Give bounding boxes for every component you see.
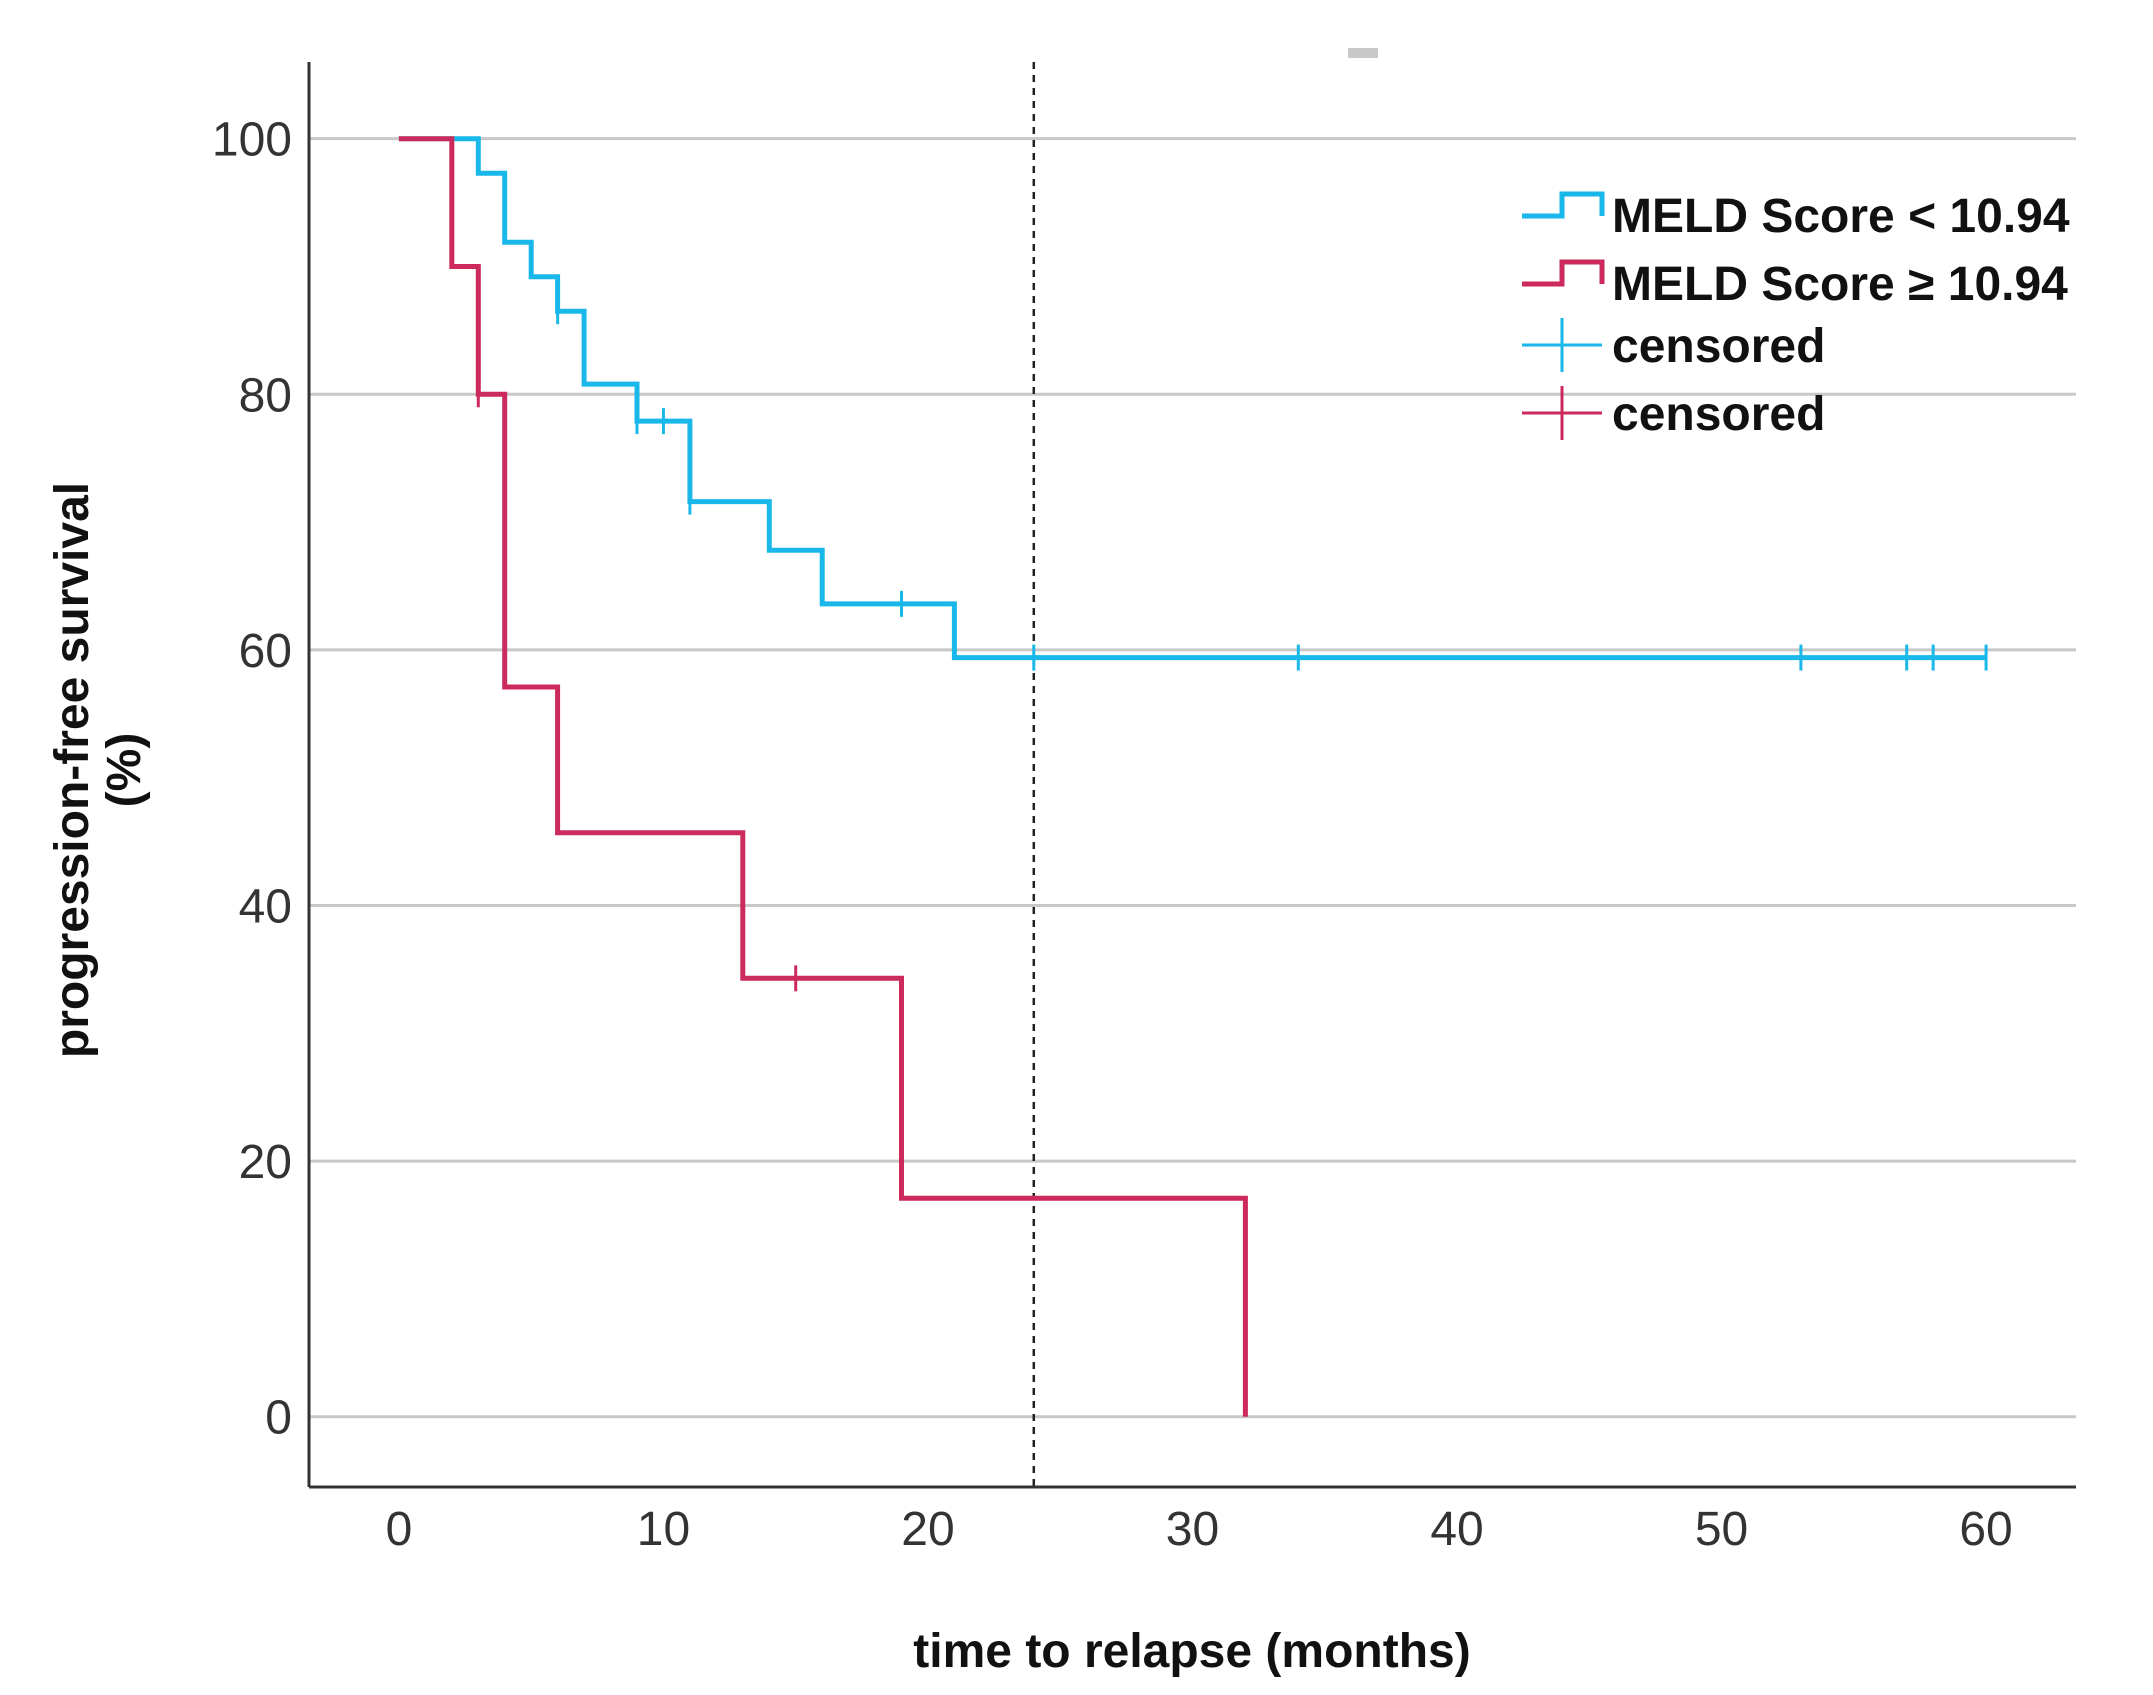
x-tick-labels: 0 10 20 30 40 50 60 <box>386 1503 2013 1556</box>
y-tick-label: 60 <box>239 625 292 678</box>
x-tick-label: 10 <box>637 1503 690 1556</box>
top-marker <box>1348 48 1378 58</box>
x-tick-label: 60 <box>1959 1503 2012 1556</box>
x-tick-label: 20 <box>901 1503 954 1556</box>
legend-label-series-2: MELD Score ≥ 10.94 <box>1612 258 2068 311</box>
y-tick-label: 80 <box>239 369 292 422</box>
x-tick-label: 0 <box>386 1503 413 1556</box>
y-tick-label: 100 <box>212 114 292 167</box>
legend-label-censored-1: censored <box>1612 320 1825 373</box>
survival-curve-series-2 <box>398 136 1248 1417</box>
legend: MELD Score < 10.94 MELD Score ≥ 10.94 ce… <box>1522 190 2070 441</box>
y-tick-labels: 0 20 40 60 80 100 <box>212 114 292 1445</box>
x-tick-label: 50 <box>1695 1503 1748 1556</box>
legend-label-series-1: MELD Score < 10.94 <box>1612 190 2070 243</box>
grid-lines <box>309 137 2076 1419</box>
survival-curves <box>398 136 1987 1417</box>
legend-label-censored-2: censored <box>1612 388 1825 441</box>
legend-swatch-series-1 <box>1522 191 1605 219</box>
y-axis-title: progression-free survival <box>46 482 99 1058</box>
y-axis-title-unit: (%) <box>98 733 151 808</box>
censor-marks <box>476 298 1988 992</box>
x-tick-label: 30 <box>1166 1503 1219 1556</box>
legend-swatch-series-2 <box>1522 259 1605 287</box>
y-tick-label: 0 <box>265 1392 292 1445</box>
x-axis-title: time to relapse (months) <box>913 1625 1470 1678</box>
y-tick-label: 20 <box>239 1136 292 1189</box>
y-tick-label: 40 <box>239 880 292 933</box>
x-tick-label: 40 <box>1430 1503 1483 1556</box>
survival-curve-series-1 <box>398 136 1987 661</box>
